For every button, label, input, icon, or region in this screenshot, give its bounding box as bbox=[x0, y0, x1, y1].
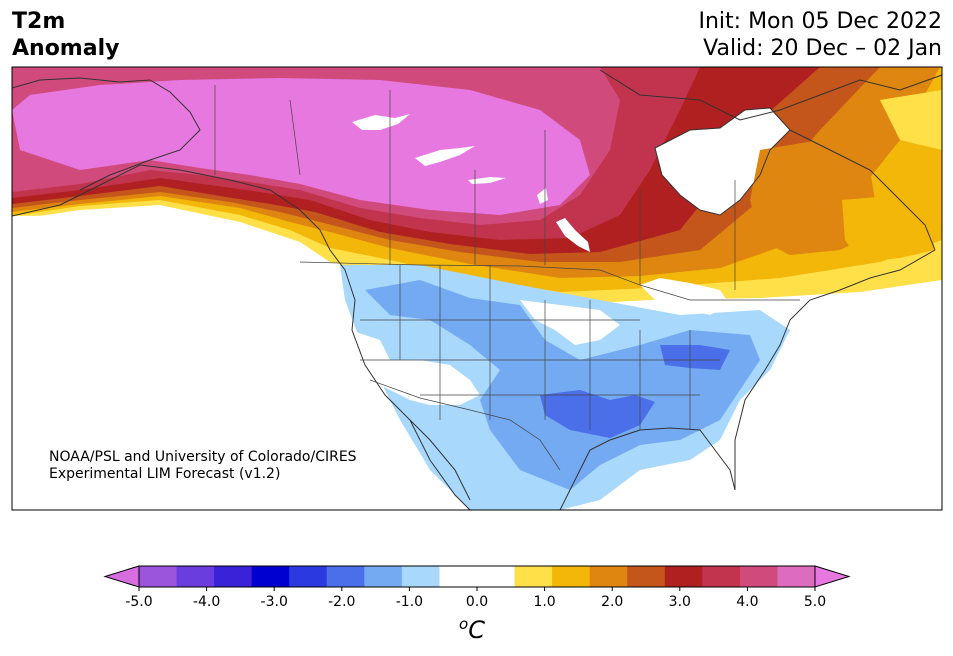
political-borders bbox=[214, 85, 800, 471]
colorbar-bin bbox=[176, 566, 215, 587]
colorbar-tick-label: 0.0 bbox=[466, 594, 488, 610]
colorbar-bin bbox=[289, 566, 328, 587]
lake-athabasca bbox=[468, 177, 506, 184]
hudson-bay bbox=[655, 108, 790, 215]
title-line-1: T2m bbox=[12, 9, 66, 34]
colorbar-over-arrow bbox=[814, 565, 851, 588]
colorbar-bin bbox=[401, 566, 440, 587]
state-borders bbox=[360, 265, 720, 430]
hudson-bay-coast bbox=[654, 107, 791, 216]
mexico-gulf-coast bbox=[559, 427, 736, 511]
coastlines bbox=[11, 69, 943, 511]
colorbar-bin bbox=[702, 566, 741, 587]
unit-degree: o bbox=[459, 615, 469, 633]
map-fields bbox=[12, 67, 942, 510]
colorbar-tick-label: -5.0 bbox=[125, 594, 152, 610]
cold-field-1 bbox=[365, 280, 760, 490]
great-bear-lake bbox=[352, 114, 410, 130]
lake-winnipeg bbox=[556, 218, 590, 252]
cold-field-15b bbox=[660, 345, 730, 370]
colorbar-tick-label: 5.0 bbox=[804, 594, 826, 610]
alaska-coast bbox=[11, 77, 201, 191]
credit-text: NOAA/PSL and University of Colorado/CIRE… bbox=[49, 449, 357, 483]
title-right: Init: Mon 05 Dec 2022 Valid: 20 Dec – 02… bbox=[699, 8, 943, 62]
colorbar-bin bbox=[739, 566, 778, 587]
colorbar-tick-label: 4.0 bbox=[736, 594, 758, 610]
colorbar-bin bbox=[214, 566, 253, 587]
colorbar-unit: oC bbox=[459, 615, 485, 644]
title-line-2: Anomaly bbox=[12, 36, 120, 61]
colorbar-bin bbox=[364, 566, 403, 587]
arctic-islands bbox=[599, 69, 943, 121]
colorbar-under-arrow bbox=[103, 565, 140, 588]
province-borders bbox=[289, 90, 736, 290]
colorbar-bin bbox=[627, 566, 666, 587]
colorbar-tick-label: -4.0 bbox=[193, 594, 220, 610]
colorbar-bin bbox=[777, 566, 816, 587]
neutral-sw bbox=[350, 330, 480, 405]
init-date: Init: Mon 05 Dec 2022 bbox=[698, 9, 943, 34]
labrador-coast bbox=[789, 129, 936, 251]
colorbar-tick-label: 1.0 bbox=[533, 594, 555, 610]
colorbar: -5.0 -4.0 -3.0 -2.0 -1.0 0.0 1.0 2.0 3.0 4.0 5.0 bbox=[103, 565, 851, 610]
colorbar-bin bbox=[477, 566, 516, 587]
warm-ne-05 bbox=[880, 90, 942, 150]
colorbar-bin bbox=[589, 566, 628, 587]
cold-field-15 bbox=[540, 390, 655, 438]
valid-range: Valid: 20 Dec – 02 Jan bbox=[703, 36, 942, 61]
colorbar-tick-label: -1.0 bbox=[396, 594, 423, 610]
colorbar-tick-label: -2.0 bbox=[328, 594, 355, 610]
colorbar-tick-label: 3.0 bbox=[669, 594, 691, 610]
great-slave-lake bbox=[415, 146, 475, 166]
colorbar-tick-label: -3.0 bbox=[261, 594, 288, 610]
colorbar-bin bbox=[664, 566, 703, 587]
credit-line-1: NOAA/PSL and University of Colorado/CIRE… bbox=[49, 449, 357, 465]
atlantic-coast bbox=[734, 249, 936, 490]
colorbar-bin bbox=[514, 566, 553, 587]
colorbar-bin bbox=[552, 566, 591, 587]
colorbar-tick-label: 2.0 bbox=[601, 594, 623, 610]
warm-field-5 bbox=[12, 78, 590, 215]
unit-letter: C bbox=[468, 616, 485, 644]
colorbar-bin bbox=[439, 566, 478, 587]
colorbar-bin bbox=[251, 566, 290, 587]
baja bbox=[409, 419, 471, 501]
credit-line-2: Experimental LIM Forecast (v1.2) bbox=[49, 466, 281, 482]
colorbar-bin bbox=[326, 566, 365, 587]
pacific-white bbox=[12, 215, 470, 510]
colorbar-bin bbox=[139, 566, 178, 587]
title-left: T2m Anomaly bbox=[12, 8, 119, 62]
map-frame bbox=[11, 66, 943, 511]
great-lakes bbox=[640, 278, 730, 315]
